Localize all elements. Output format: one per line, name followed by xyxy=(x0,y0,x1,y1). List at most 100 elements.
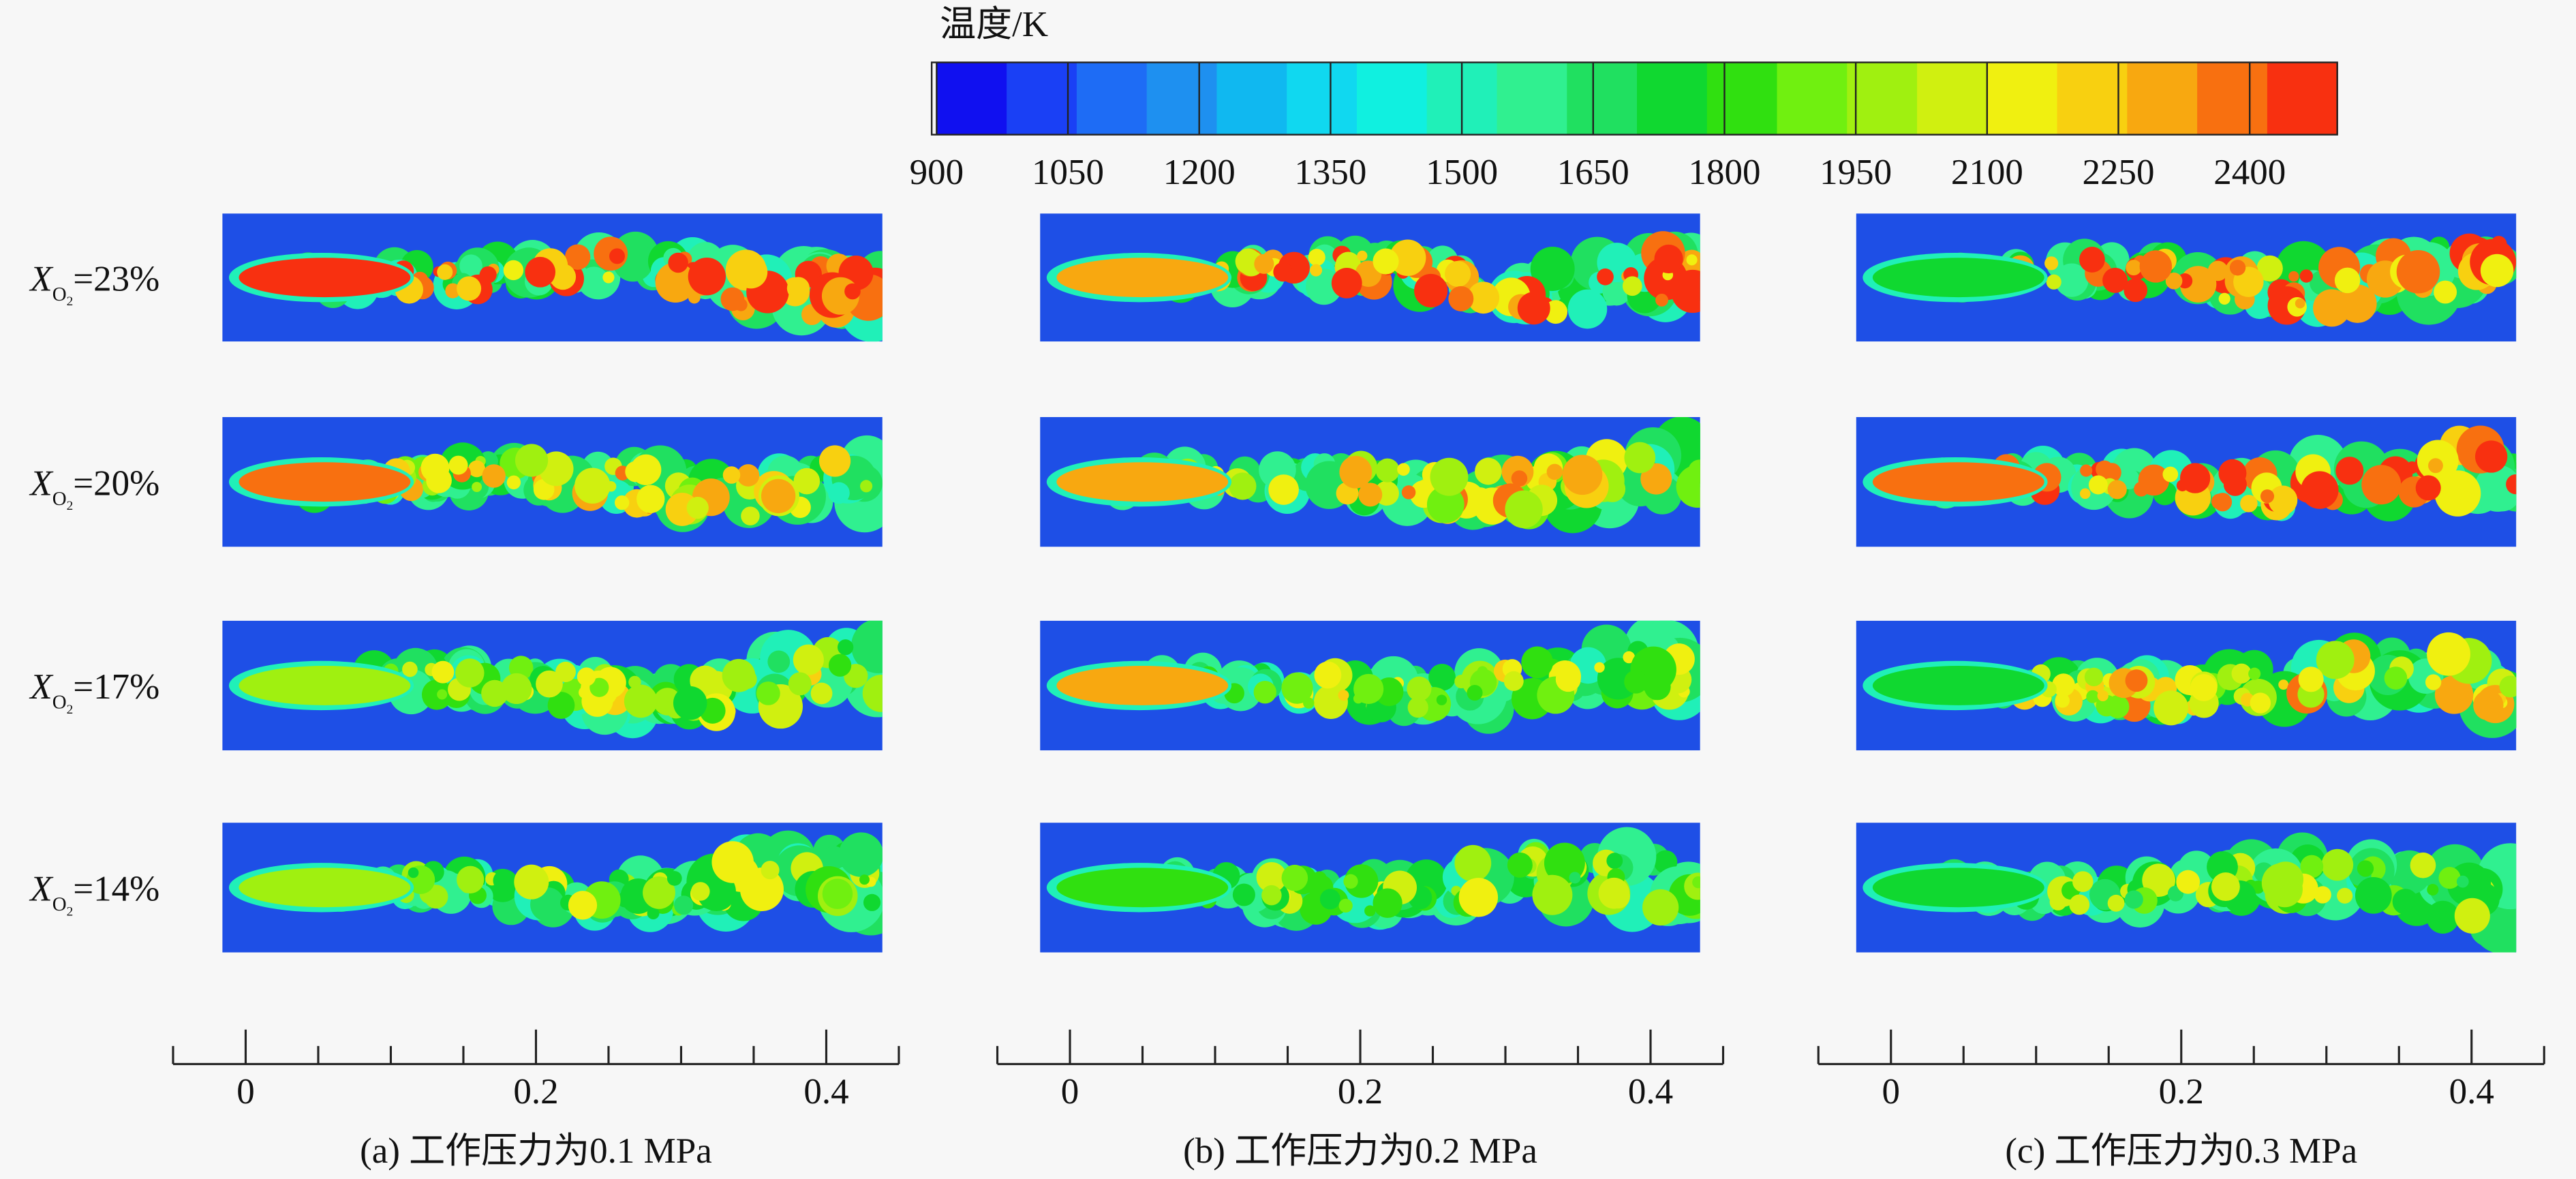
flame-field xyxy=(1856,823,2517,953)
flame-blob xyxy=(1357,250,1368,261)
flame-blob xyxy=(568,891,598,920)
flame-blob xyxy=(761,478,796,514)
colorbar-segment xyxy=(2057,62,2128,135)
flame-blob xyxy=(1268,474,1299,505)
flame-blob xyxy=(577,667,596,686)
flame-blob xyxy=(472,482,482,492)
row-label-subscript: O xyxy=(52,488,67,510)
flame-blob xyxy=(1448,286,1474,311)
flame-blob xyxy=(2427,883,2439,896)
flame-blob xyxy=(822,878,853,909)
flame-blob xyxy=(737,464,760,487)
flame-blob xyxy=(2096,460,2114,478)
flame-blob xyxy=(1511,470,1528,487)
flame-field xyxy=(1040,823,1700,953)
colorbar-tick-label: 1500 xyxy=(1426,153,1498,192)
flame-blob xyxy=(761,861,780,880)
row-label-subscript: O xyxy=(52,692,67,714)
flame-blob xyxy=(2248,667,2261,680)
flame-blob xyxy=(2072,871,2094,892)
flame-blob xyxy=(2102,267,2128,293)
flame-blob xyxy=(1623,651,1636,664)
flame-blob xyxy=(838,832,883,877)
flame-blob xyxy=(1358,483,1383,507)
row-label: XO2=20% xyxy=(29,463,159,513)
flame-blob xyxy=(666,870,682,886)
flame-blob xyxy=(668,252,688,273)
flame-blob xyxy=(2321,848,2354,881)
flame-blob xyxy=(1624,670,1648,694)
flame-blob xyxy=(863,893,881,911)
flame-blob xyxy=(2334,267,2361,294)
flame-blob xyxy=(1521,646,1554,679)
flame-blob xyxy=(2361,465,2402,505)
flame-blob xyxy=(2260,489,2275,504)
flame-blob xyxy=(2288,271,2299,282)
x-tick-label: 0 xyxy=(236,1072,255,1112)
flame-blob xyxy=(2069,894,2090,915)
flame-blob xyxy=(1655,293,1668,307)
flame-blob xyxy=(643,876,675,909)
colorbar-tick-label: 1950 xyxy=(1820,153,1892,192)
colorbar-tick-label: 1200 xyxy=(1163,153,1236,192)
colorbar-frame xyxy=(930,61,2338,136)
flame-blob xyxy=(2218,292,2230,305)
colorbar-segment xyxy=(1987,62,2058,135)
flame-blob xyxy=(503,260,524,281)
colorbar-tick-label: 2250 xyxy=(2083,153,2155,192)
flame-blob xyxy=(1273,262,1293,282)
flame-blob xyxy=(2454,898,2490,934)
flame-blob xyxy=(1414,273,1448,308)
flame-layer xyxy=(1856,213,2517,342)
flame-blob xyxy=(1567,289,1608,329)
flame-layer xyxy=(1040,213,1700,342)
x-tick-label: 0 xyxy=(1061,1072,1079,1112)
x-tick-label: 0.4 xyxy=(1628,1072,1673,1112)
flame-blob xyxy=(1344,864,1379,898)
flame-blob xyxy=(547,692,575,719)
flame-blob xyxy=(1389,239,1426,276)
flame-blob xyxy=(1517,292,1550,325)
flame-layer xyxy=(1856,823,2517,953)
colorbar-tick-label: 2100 xyxy=(1951,153,2023,192)
flame-blob xyxy=(1676,465,1700,508)
flame-blob xyxy=(468,460,486,478)
flame-blob xyxy=(2107,480,2127,500)
flame-blob xyxy=(2052,673,2075,696)
flame-layer xyxy=(222,417,883,547)
flame-blob xyxy=(2384,667,2408,690)
row-label-subscript2: 2 xyxy=(67,294,74,309)
x-tick-label: 0.2 xyxy=(513,1072,558,1112)
flame-blob xyxy=(2176,870,2201,894)
flame-blob xyxy=(2207,260,2228,281)
flame-blob xyxy=(2301,471,2339,509)
x-tick-label: 0 xyxy=(1882,1072,1901,1112)
flame-blob xyxy=(1597,268,1614,286)
flame-blob xyxy=(2134,481,2149,497)
flame-field xyxy=(222,213,883,342)
row-label: XO2=14% xyxy=(29,870,159,919)
flame-blob xyxy=(1454,674,1469,689)
flame-blob xyxy=(564,244,591,270)
flame-field xyxy=(1040,417,1700,547)
flame-blob xyxy=(1256,861,1287,893)
flame-blob xyxy=(2165,272,2183,290)
flame-blob xyxy=(445,283,461,298)
flame-blob xyxy=(860,480,873,493)
flame-blob xyxy=(1428,664,1456,691)
x-tick-label: 0.2 xyxy=(1338,1072,1383,1112)
flame-blob xyxy=(2088,475,2108,495)
flame-blob xyxy=(2126,260,2142,276)
flame-blob xyxy=(482,464,506,488)
flame-blob xyxy=(1555,667,1581,692)
flame-blob xyxy=(2396,249,2440,294)
flame-field xyxy=(222,620,883,751)
flame-blob xyxy=(1598,877,1630,909)
row-label-subscript: O xyxy=(52,284,67,305)
flame-blob xyxy=(1314,661,1342,689)
flame-blob xyxy=(2218,459,2247,487)
flame-blob xyxy=(2055,693,2070,708)
row-label: XO2=17% xyxy=(29,667,159,717)
flame-blob xyxy=(2176,479,2189,491)
flame-blob xyxy=(2044,256,2059,271)
